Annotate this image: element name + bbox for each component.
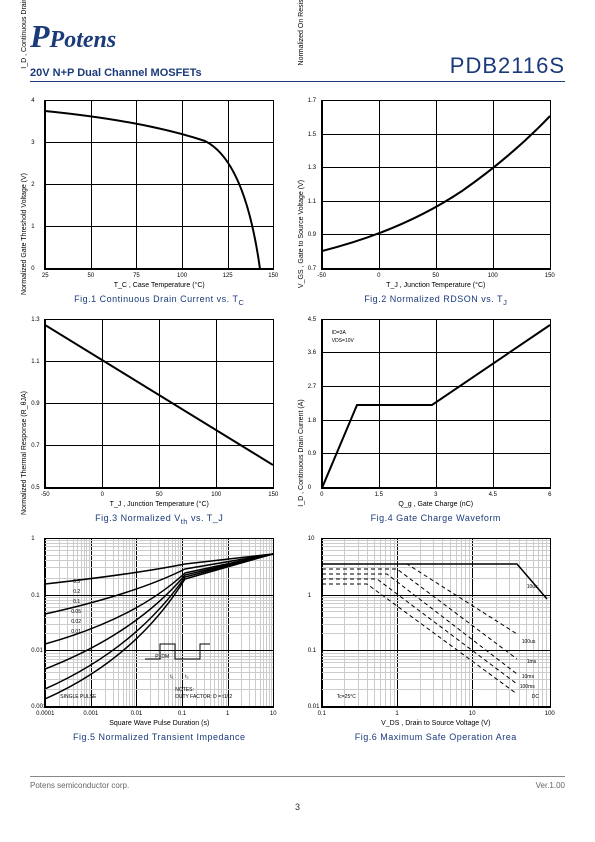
- chart-cell-0: 25507510012515001234I_D , Continuous Dra…: [36, 100, 283, 313]
- xlabel: V_DS , Drain to Source Voltage (V): [322, 720, 550, 727]
- xlabel: Q_g , Gate Charge (nC): [322, 501, 550, 508]
- chart-cell-5: 0.11101000.010.1110I_D , Continuous Drai…: [313, 538, 560, 748]
- xlabel: T_C , Case Temperature (°C): [45, 282, 273, 289]
- footer-version: Ver.1.00: [536, 781, 565, 790]
- xlabel: T_J , Junction Temperature (°C): [322, 282, 550, 289]
- chart-cell-1: -500501001500.70.91.11.31.51.7Normalized…: [313, 100, 560, 313]
- footer: Potens semiconductor corp. Ver.1.00 3: [30, 776, 565, 812]
- ylabel: I_D , Continuous Drain Current (A): [298, 368, 305, 538]
- chart-3: 01.534.5600.91.82.73.64.5V_GS , Gate to …: [321, 319, 551, 489]
- xlabel: T_J , Junction Temperature (°C): [45, 501, 273, 508]
- caption-1: Fig.2 Normalized RDSON vs. TJ: [364, 294, 507, 307]
- chart-5: 0.11101000.010.1110I_D , Continuous Drai…: [321, 538, 551, 708]
- caption-0: Fig.1 Continuous Drain Current vs. TC: [74, 294, 244, 307]
- ylabel: V_GS , Gate to Source Voltage (V): [298, 149, 305, 319]
- footer-company: Potens semiconductor corp.: [30, 781, 129, 790]
- part-number: PDB2116S: [450, 53, 565, 79]
- chart-0: 25507510012515001234I_D , Continuous Dra…: [44, 100, 274, 270]
- caption-5: Fig.6 Maximum Safe Operation Area: [355, 732, 517, 742]
- ylabel: Normalized Thermal Response (R_θJA): [21, 368, 28, 538]
- footer-divider: [30, 776, 565, 777]
- subtitle: 20V N+P Dual Channel MOSFETs: [30, 67, 202, 79]
- chart-1: -500501001500.70.91.11.31.51.7Normalized…: [321, 100, 551, 270]
- caption-2: Fig.3 Normalized Vth vs. T_J: [95, 513, 223, 526]
- chart-2: -500501001500.50.70.91.11.3Normalized Ga…: [44, 319, 274, 489]
- chart-cell-2: -500501001500.50.70.91.11.3Normalized Ga…: [36, 319, 283, 532]
- chart-4: 0.00010.0010.010.11100.0010.010.11Normal…: [44, 538, 274, 708]
- chart-grid: 25507510012515001234I_D , Continuous Dra…: [30, 100, 565, 748]
- page-number: 3: [30, 802, 565, 812]
- page-root: PPotens 20V N+P Dual Channel MOSFETs PDB…: [0, 0, 595, 748]
- footer-row: Potens semiconductor corp. Ver.1.00: [30, 781, 565, 790]
- caption-3: Fig.4 Gate Charge Waveform: [371, 513, 501, 523]
- ylabel: Normalized Gate Threshold Voltage (V): [21, 149, 28, 319]
- caption-4: Fig.5 Normalized Transient Impedance: [73, 732, 246, 742]
- chart-cell-4: 0.00010.0010.010.11100.0010.010.11Normal…: [36, 538, 283, 748]
- logo-text: Potens: [50, 27, 117, 53]
- ylabel: I_D , Continuous Drain Current (A): [21, 0, 28, 100]
- xlabel: Square Wave Pulse Duration (s): [45, 720, 273, 727]
- ylabel: Normalized On Resistance (mΩ): [298, 0, 305, 100]
- chart-cell-3: 01.534.5600.91.82.73.64.5V_GS , Gate to …: [313, 319, 560, 532]
